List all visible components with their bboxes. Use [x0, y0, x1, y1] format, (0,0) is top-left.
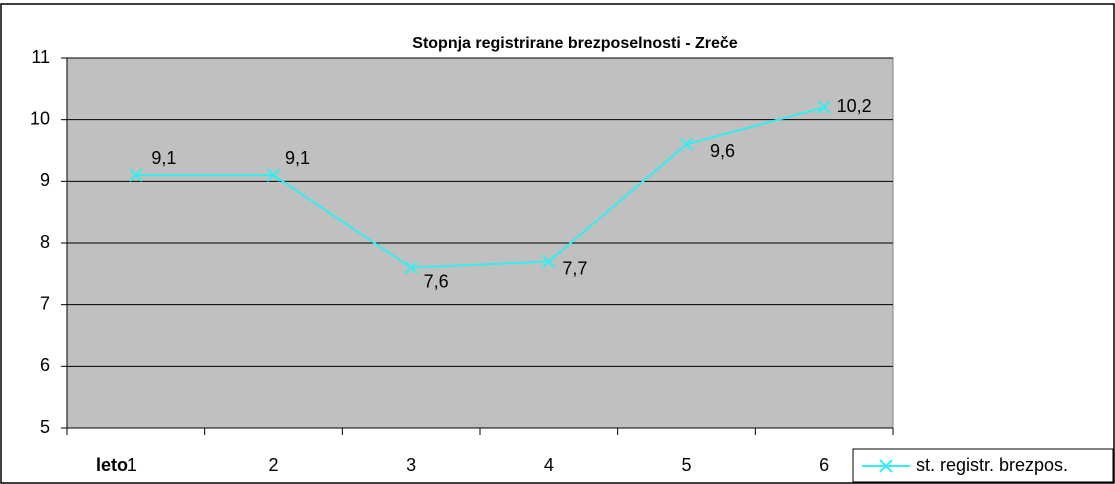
x-tick-label: 5 [681, 455, 691, 475]
series-line [135, 106, 825, 269]
data-point [679, 137, 694, 152]
data-label: 7,6 [424, 271, 449, 291]
y-tick-label: 6 [40, 355, 50, 375]
y-tick-label: 9 [40, 170, 50, 190]
chart-title: Stopnja registrirane brezposelnosti - Zr… [412, 35, 738, 52]
data-label: 9,1 [151, 148, 176, 168]
legend-label: st. registr. brezpos. [916, 455, 1068, 475]
x-tick-label: 1 [127, 455, 137, 475]
data-label: 9,1 [285, 148, 310, 168]
x-tick-label: 2 [268, 455, 278, 475]
y-tick-label: 10 [30, 108, 50, 128]
x-tick-label: 3 [406, 455, 416, 475]
x-tick-label: 4 [544, 455, 554, 475]
data-point [817, 100, 831, 115]
y-tick-label: 7 [40, 293, 50, 313]
data-point [404, 260, 418, 275]
data-label: 10,2 [837, 96, 872, 116]
y-tick-label: 5 [40, 417, 50, 437]
x-tick-label: 6 [819, 455, 829, 475]
data-point [266, 168, 281, 182]
x-axis-label: leto [96, 455, 128, 475]
data-label: 7,7 [562, 258, 587, 278]
y-tick-label: 8 [40, 232, 50, 252]
data-point [542, 254, 556, 269]
data-point [129, 168, 143, 182]
data-label: 9,6 [710, 141, 735, 161]
y-tick-label: 11 [31, 47, 50, 67]
legend-marker [879, 459, 893, 473]
